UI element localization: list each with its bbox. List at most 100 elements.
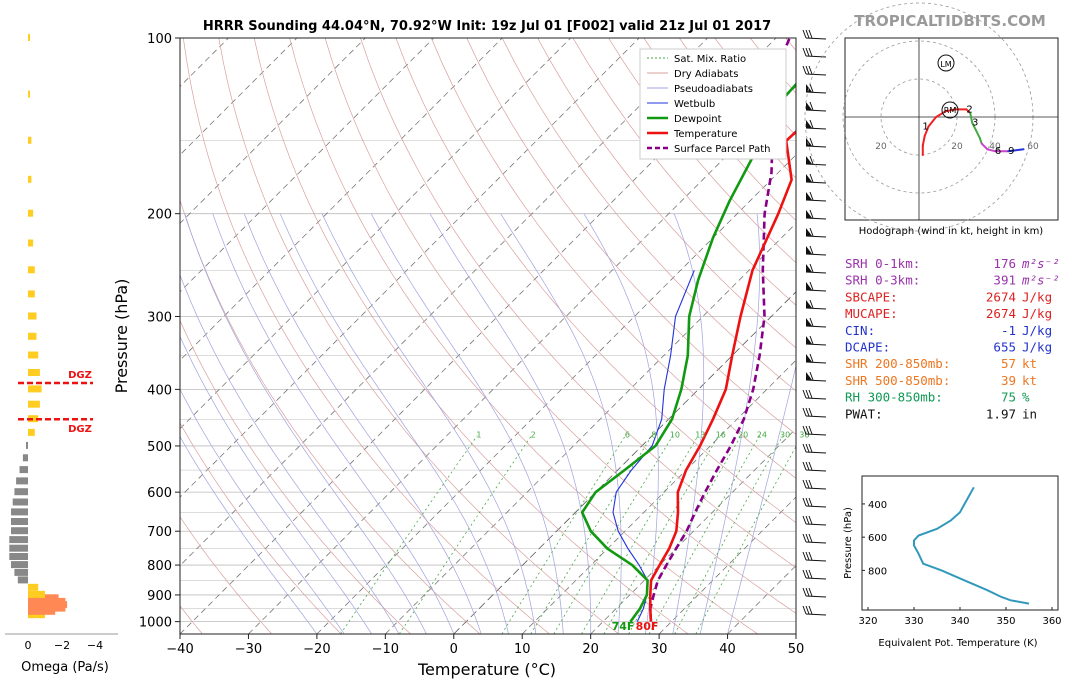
omega-bar (28, 313, 37, 320)
index-value: 2674 (986, 289, 1016, 304)
omega-bar (28, 91, 30, 98)
omega-bar (28, 584, 38, 591)
theta-e-frame (862, 476, 1058, 610)
hodo-ring-label: 20 (951, 142, 963, 152)
legend-label: Temperature (673, 129, 737, 140)
x-tick-label: 50 (788, 642, 805, 657)
omega-bar (28, 290, 35, 297)
legend: Sat. Mix. Ratio Dry Adiabats Pseudoadiabat… (640, 49, 786, 159)
x-tick-label: −10 (372, 642, 399, 657)
x-tick-label: −30 (235, 642, 262, 657)
dgz-label: DGZ (68, 424, 92, 435)
omega-bar (28, 333, 37, 340)
index-unit: J/kg (1022, 323, 1052, 338)
y-tick-label: 800 (147, 559, 172, 574)
mixing-ratio-label: 13 (695, 431, 705, 440)
mixing-ratio-label: 24 (757, 431, 767, 440)
omega-bar (9, 536, 28, 543)
omega-bar (28, 176, 31, 183)
x-tick-label: 0 (450, 642, 458, 657)
surface-temperature-label: 80F (636, 620, 659, 633)
x-tick-label: 20 (582, 642, 599, 657)
dgz-label: DGZ (68, 370, 92, 381)
skewt-ylabel: Pressure (hPa) (112, 279, 131, 394)
theta-e-ytick: 600 (868, 533, 887, 544)
theta-e-ytick: 800 (868, 566, 887, 577)
hodo-height-label: 9 (1008, 146, 1014, 157)
y-tick-label: 700 (147, 525, 172, 540)
index-unit: m²s⁻² (1021, 256, 1060, 271)
index-unit: J/kg (1022, 340, 1052, 355)
theta-e-xtick: 350 (996, 616, 1015, 627)
theta-e-xlabel: Equivalent Pot. Temperature (K) (878, 638, 1037, 649)
index-value: 655 (993, 340, 1016, 355)
legend-label: Pseudoadiabats (674, 84, 753, 95)
omega-bar (16, 477, 28, 484)
hodograph-title: Hodograph (wind in kt, height in km) (859, 226, 1044, 237)
index-unit: J/kg (1022, 289, 1052, 304)
x-tick-label: 30 (651, 642, 668, 657)
index-label: MUCAPE: (845, 306, 898, 321)
mixing-ratio-label: 20 (738, 431, 748, 440)
mixing-ratio-label: 16 (716, 431, 726, 440)
mixing-ratio-label: 30 (780, 431, 790, 440)
omega-bar (13, 499, 28, 506)
x-tick-label: −20 (303, 642, 330, 657)
omega-tick-2: −4 (87, 639, 103, 652)
y-tick-label: 300 (147, 310, 172, 325)
omega-bar (28, 385, 42, 392)
legend-label: Dry Adiabats (674, 69, 738, 80)
hodo-height-label: 3 (972, 118, 978, 129)
surface-dewpoint-label: 74F (612, 620, 635, 633)
index-label: SRH 0-3km: (845, 273, 920, 288)
omega-tick-1: −2 (54, 639, 70, 652)
hodo-height-label: 2 (966, 104, 972, 115)
omega-bar (28, 429, 35, 436)
index-label: DCAPE: (845, 340, 890, 355)
index-value: 2674 (986, 306, 1016, 321)
index-label: PWAT: (845, 406, 883, 421)
site-brand[interactable]: TROPICALTIDBITS.COM (854, 12, 1046, 30)
legend-label: Surface Parcel Path (674, 144, 770, 155)
index-unit: m²s⁻² (1021, 273, 1060, 288)
mixing-ratio-label: 1 (476, 431, 481, 440)
omega-bar (28, 401, 40, 408)
y-tick-label: 600 (147, 486, 172, 501)
omega-bar (14, 488, 28, 495)
index-unit: kt (1022, 373, 1037, 388)
hodo-rm-label: RM (944, 106, 957, 115)
theta-e-xtick: 360 (1042, 616, 1061, 627)
theta-e-xtick: 330 (904, 616, 923, 627)
omega-tick-0: 0 (25, 639, 32, 652)
hodo-ring-label: 60 (1027, 142, 1039, 152)
legend-label: Wetbulb (674, 99, 715, 110)
index-value: 57 (1001, 356, 1016, 371)
y-tick-label: 200 (147, 208, 172, 223)
omega-bar (28, 352, 38, 359)
hodo-lm-label: LM (940, 60, 951, 69)
index-unit: J/kg (1022, 306, 1052, 321)
hodo-height-label: 1 (922, 122, 928, 133)
index-label: SRH 0-1km: (845, 256, 920, 271)
index-value: -1 (1001, 323, 1016, 338)
omega-bar (11, 561, 28, 568)
omega-bar (28, 137, 31, 144)
omega-bar (28, 591, 45, 598)
index-label: RH 300-850mb: (845, 390, 943, 405)
theta-e-xtick: 340 (950, 616, 969, 627)
legend-label: Sat. Mix. Ratio (674, 54, 746, 65)
y-tick-label: 500 (147, 440, 172, 455)
omega-bar (23, 454, 28, 461)
y-tick-label: 1000 (139, 616, 172, 631)
legend-label: Dewpoint (674, 114, 722, 125)
mixing-ratio-label: 2 (531, 431, 536, 440)
omega-bar (28, 210, 33, 217)
y-tick-label: 900 (147, 589, 172, 604)
mixing-ratio-label: 6 (625, 431, 630, 440)
omega-bar (26, 442, 28, 449)
omega-bar (11, 527, 28, 534)
omega-bar (28, 240, 33, 247)
omega-bar (20, 466, 29, 473)
omega-bar (14, 569, 28, 576)
